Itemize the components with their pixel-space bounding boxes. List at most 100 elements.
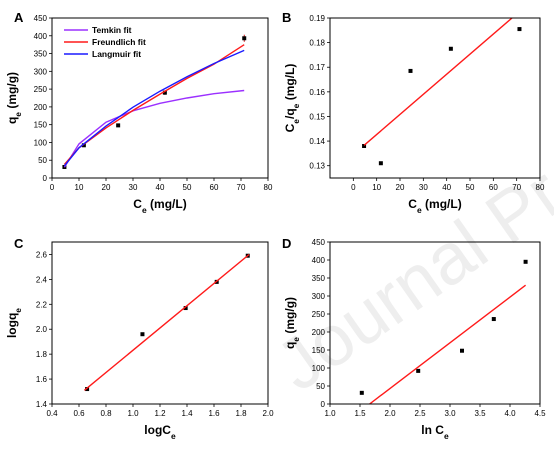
x-tick-label: 30	[129, 183, 138, 192]
data-point	[523, 259, 528, 264]
y-tick-label: 2.6	[36, 250, 48, 259]
x-tick-label: 0.8	[100, 409, 112, 418]
data-point	[517, 27, 522, 32]
y-tick-label: 350	[34, 50, 48, 59]
y-axis-label: logqe	[5, 308, 23, 338]
x-tick-label: 20	[102, 183, 111, 192]
x-tick-label: 2.0	[384, 409, 396, 418]
fit-line	[369, 284, 527, 404]
y-tick-label: 2.2	[36, 300, 48, 309]
data-point	[140, 332, 145, 337]
series-langmuir-fit	[63, 49, 245, 167]
x-tick-label: 80	[536, 183, 545, 192]
y-tick-label: 1.4	[36, 400, 48, 409]
y-tick-label: 0.15	[309, 112, 325, 121]
data-point	[116, 123, 121, 128]
panels: A0 10 20 30 40 50 60 70 800501001502002503003504…	[5, 10, 546, 441]
y-tick-label: 350	[312, 274, 326, 283]
x-tick-label: 0.6	[73, 409, 85, 418]
plot-frame	[51, 17, 269, 179]
data-point	[183, 306, 188, 311]
x-tick-label: 1.0	[127, 409, 139, 418]
panel-a: A 0 10 20 30 40 50 60 70 80 0 50 100 150 200 250 300 350 4…	[5, 10, 273, 215]
y-tick-label: 0.17	[309, 63, 325, 72]
x-tick-label: 10	[75, 183, 84, 192]
plot-frame	[51, 241, 269, 405]
y-tick-label: 50	[38, 156, 47, 165]
y-tick-label: 2.4	[36, 275, 48, 284]
data-point	[416, 368, 421, 373]
data-point	[81, 143, 86, 148]
panel-letter: C	[14, 236, 24, 251]
data-point	[85, 387, 90, 392]
data-point	[162, 90, 167, 95]
series-temkin-fit	[63, 89, 245, 168]
x-tick-label: 2.5	[414, 409, 426, 418]
y-axis-label: qe (mg/g)	[5, 72, 23, 124]
y-tick-label: 400	[312, 256, 326, 265]
x-tick-label: 0	[50, 183, 55, 192]
x-tick-label: 0	[351, 183, 356, 192]
x-tick-label: 3.5	[474, 409, 486, 418]
panel-d: D 1.0 1.5 2.0 2.5 3.0 3.5 4.0 4.5 0 50 100 150 200 250…	[282, 236, 546, 441]
y-tick-label: 1.6	[36, 375, 48, 384]
x-axis-label: ln Ce	[421, 423, 449, 441]
data-point	[491, 317, 496, 322]
y-tick-label: 0	[43, 174, 48, 183]
y-axis-label: qe (mg/g)	[283, 297, 301, 349]
plot-frame	[329, 241, 541, 405]
y-tick-label: 150	[34, 121, 48, 130]
y-tick-label: 100	[34, 138, 48, 147]
x-tick-label: 4.5	[534, 409, 546, 418]
fit-line	[363, 18, 513, 146]
panel-c: C 0.4 0.6 0.8 1.0 1.2 1.4 1.6 1.8 2.0 1.4 1.6 1.8 2.0…	[5, 236, 274, 441]
y-tick-label: 0.14	[309, 137, 325, 146]
y-tick-label: 0.16	[309, 88, 325, 97]
y-tick-label: 400	[34, 32, 48, 41]
panel-letter: B	[282, 10, 291, 25]
data-point	[359, 390, 364, 395]
y-tick-label: 1.8	[36, 350, 48, 359]
x-tick-label: 10	[372, 183, 381, 192]
x-tick-label: 60	[210, 183, 219, 192]
y-tick-label: 200	[312, 328, 326, 337]
x-tick-label: 1.2	[154, 409, 166, 418]
data-point	[378, 161, 383, 166]
x-tick-label: 70	[512, 183, 521, 192]
x-tick-label: 50	[466, 183, 475, 192]
x-tick-label: 0.4	[46, 409, 58, 418]
y-tick-label: 100	[312, 364, 326, 373]
x-tick-label: 50	[183, 183, 192, 192]
x-tick-label: 40	[156, 183, 165, 192]
data-point	[242, 36, 247, 41]
x-tick-label: 80	[264, 183, 273, 192]
x-tick-label: 4.0	[504, 409, 516, 418]
y-tick-label: 300	[34, 67, 48, 76]
legend-entry: Temkin fit	[92, 25, 132, 35]
x-tick-label: 1.4	[181, 409, 193, 418]
y-tick-label: 0.19	[309, 14, 325, 23]
legend-entry: Freundlich fit	[92, 37, 146, 47]
x-tick-label: 20	[396, 183, 405, 192]
x-tick-label: 3.0	[444, 409, 456, 418]
x-tick-label: 1.8	[235, 409, 247, 418]
x-tick-label: 1.0	[324, 409, 336, 418]
data-point	[460, 348, 464, 353]
legend: Temkin fit Freundlich fit Langmuir fit	[64, 25, 146, 59]
data-point	[408, 68, 413, 73]
data-point	[448, 46, 453, 51]
data-point	[362, 144, 367, 148]
y-tick-label: 2.0	[36, 325, 48, 334]
x-axis-label: Ce (mg/L)	[133, 197, 186, 215]
y-tick-label: 250	[312, 310, 326, 319]
x-tick-label: 30	[419, 183, 428, 192]
y-tick-label: 300	[312, 292, 326, 301]
y-tick-label: 450	[34, 14, 48, 23]
x-tick-label: 2.0	[262, 409, 274, 418]
legend-entry: Langmuir fit	[92, 49, 141, 59]
panel-b: B 0 10 20 30 40 50 60 70 80 0.13 0.14 0.15 0.16 0.17 0.…	[282, 10, 545, 215]
x-tick-label: 70	[237, 183, 246, 192]
x-tick-label: 40	[442, 183, 451, 192]
y-tick-label: 50	[316, 382, 325, 391]
